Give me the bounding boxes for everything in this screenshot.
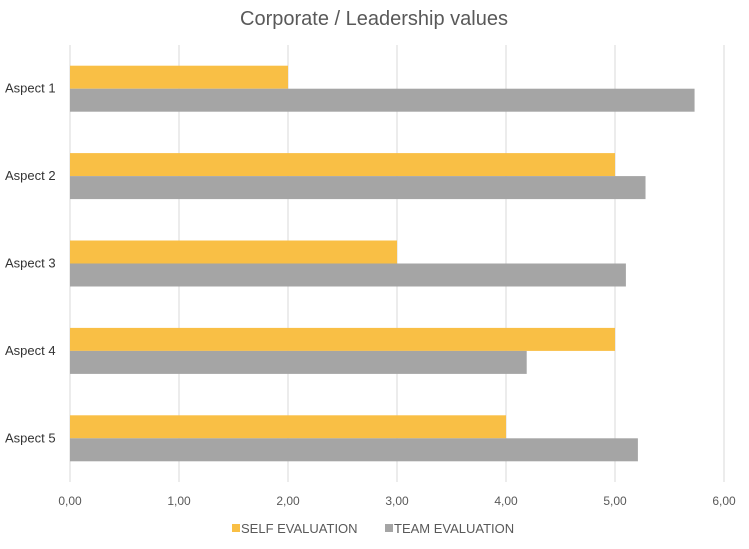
category-label: Aspect 4: [5, 343, 56, 358]
legend-label: TEAM EVALUATION: [394, 521, 514, 536]
bars: [70, 65, 695, 462]
x-tick-label: 0,00: [58, 494, 82, 508]
bar-team-evaluation: [70, 438, 638, 462]
category-label: Aspect 1: [5, 81, 56, 96]
x-tick-labels: 0,00 1,00 2,00 3,00 4,00 5,00 6,00: [58, 494, 736, 508]
x-tick-label: 3,00: [385, 494, 409, 508]
bar-self-evaluation: [70, 415, 506, 439]
bar-self-evaluation: [70, 153, 615, 177]
bar-self-evaluation: [70, 240, 397, 264]
x-tick-label: 4,00: [494, 494, 518, 508]
legend: SELF EVALUATION TEAM EVALUATION: [232, 521, 514, 536]
x-tick-label: 6,00: [712, 494, 736, 508]
x-tick-label: 1,00: [167, 494, 191, 508]
legend-swatch: [385, 524, 393, 532]
x-tick-label: 5,00: [603, 494, 627, 508]
category-label: Aspect 2: [5, 168, 56, 183]
category-label: Aspect 5: [5, 430, 56, 445]
bar-self-evaluation: [70, 327, 615, 351]
bar-team-evaluation: [70, 263, 626, 287]
bar-self-evaluation: [70, 65, 288, 89]
legend-swatch: [232, 524, 240, 532]
legend-label: SELF EVALUATION: [241, 521, 358, 536]
bar-team-evaluation: [70, 176, 646, 200]
bar-team-evaluation: [70, 88, 695, 112]
category-label: Aspect 3: [5, 256, 56, 271]
category-labels: Aspect 1 Aspect 2 Aspect 3 Aspect 4 Aspect 5: [5, 81, 56, 446]
chart-title: Corporate / Leadership values: [240, 8, 508, 30]
x-tick-label: 2,00: [276, 494, 300, 508]
bar-team-evaluation: [70, 350, 527, 374]
